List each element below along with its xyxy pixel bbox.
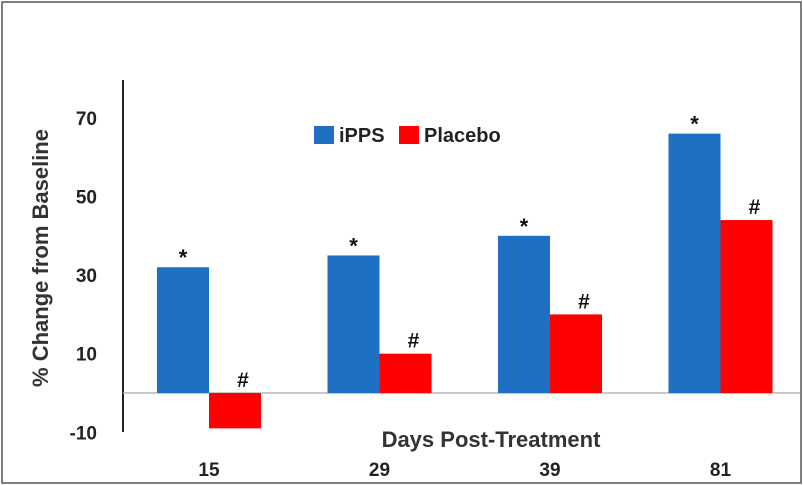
bar-placebo-81 [720,220,773,393]
y-tick-label: -10 [70,423,97,444]
x-tick-label: 39 [539,460,560,481]
bar-placebo-29 [379,353,432,393]
x-tick-label: 15 [198,460,220,481]
significance-marker-star: * [520,214,529,239]
legend-swatch-placebo [399,126,419,144]
legend-swatch-ipps [314,126,334,144]
legend-label-placebo: Placebo [424,125,501,147]
bar-ipps-81 [668,133,721,393]
legend: iPPS Placebo [314,125,501,147]
y-tick-label: 30 [76,266,97,287]
y-axis-title: % Change from Baseline [28,129,53,387]
x-tick-label: 29 [369,460,390,481]
significance-marker-star: * [690,112,699,137]
bar-placebo-15 [209,393,261,429]
x-tick-label: 81 [710,460,732,481]
significance-marker-hash: # [749,196,761,219]
significance-marker-hash: # [237,369,249,392]
bar-ipps-15 [157,267,209,393]
legend-label-ipps: iPPS [339,125,385,147]
significance-marker-hash: # [578,290,590,313]
significance-marker-star: * [179,245,188,270]
x-axis-title: Days Post-Treatment [382,427,602,452]
bar-ipps-39 [498,235,550,393]
y-tick-label: 10 [76,345,97,366]
y-tick-label: 50 [76,188,97,209]
significance-marker-star: * [349,233,358,258]
bar-ipps-29 [327,255,380,393]
significance-marker-hash: # [408,330,420,353]
bar-placebo-39 [550,314,602,393]
y-tick-label: 70 [76,109,97,130]
